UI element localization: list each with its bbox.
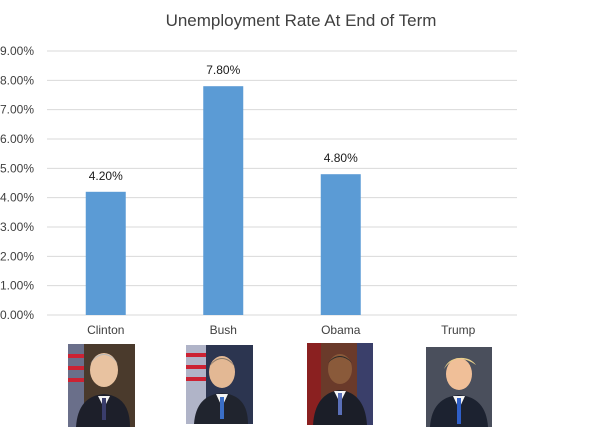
y-tick-label: 4.00% <box>0 191 34 205</box>
y-tick-label: 0.00% <box>0 308 34 322</box>
portrait-photo-icon <box>68 344 135 427</box>
y-tick-label: 9.00% <box>0 44 34 58</box>
y-tick-label: 3.00% <box>0 220 34 234</box>
x-category-label: Clinton <box>87 323 124 337</box>
data-label: 7.80% <box>206 63 240 77</box>
x-category-label: Trump <box>441 323 476 337</box>
y-tick-label: 1.00% <box>0 279 34 293</box>
y-tick-label: 7.00% <box>0 103 34 117</box>
y-axis-ticks: 0.00% 1.00% 2.00% 3.00% 4.00% 5.00% 6.00% 7.00%… <box>0 44 34 322</box>
portrait-photo-icon <box>307 343 373 425</box>
x-axis-categories: Clinton Bush Obama Trump <box>87 323 476 337</box>
y-tick-label: 2.00% <box>0 249 34 263</box>
bar <box>320 174 361 315</box>
y-tick-label: 8.00% <box>0 73 34 87</box>
data-labels: 4.20% 7.80% 4.80% <box>89 63 358 183</box>
portrait-photo-icon <box>426 347 492 427</box>
data-label: 4.80% <box>324 151 358 165</box>
y-tick-label: 5.00% <box>0 161 34 175</box>
chart-title: Unemployment Rate At End of Term <box>166 11 437 30</box>
portrait-photo-icon <box>186 345 253 424</box>
gridlines <box>47 50 517 316</box>
x-category-label: Obama <box>321 323 361 337</box>
data-label: 4.20% <box>89 169 123 183</box>
bars <box>85 86 361 315</box>
y-tick-label: 6.00% <box>0 132 34 146</box>
bar <box>203 86 244 315</box>
bar <box>85 191 126 315</box>
x-category-label: Bush <box>210 323 237 337</box>
